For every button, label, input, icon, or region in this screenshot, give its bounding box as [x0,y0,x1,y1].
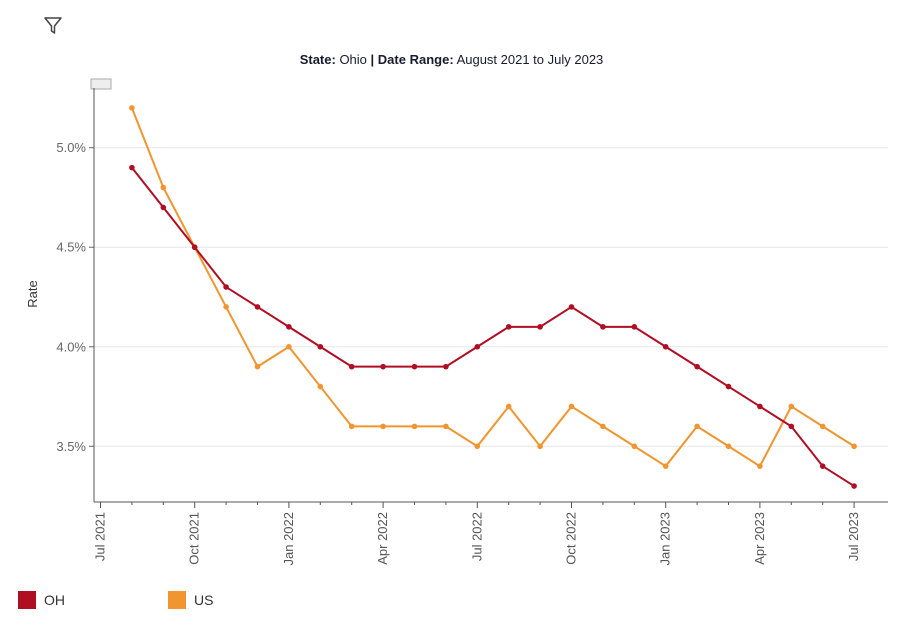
data-point-us[interactable] [474,443,481,450]
scroll-handle[interactable] [90,78,112,90]
legend-item-us[interactable]: US [168,591,213,609]
data-point-oh[interactable] [788,423,795,430]
data-point-us[interactable] [129,105,135,111]
data-point-oh[interactable] [694,363,700,370]
state-value: Ohio [339,52,367,67]
chart-title: State: Ohio | Date Range: August 2021 to… [0,52,903,67]
data-point-us[interactable] [600,423,606,430]
x-tick-label: Oct 2021 [187,512,202,565]
x-tick-label: Apr 2023 [752,512,767,565]
y-tick-label: 4.5% [56,240,86,255]
data-point-us[interactable] [254,363,261,370]
legend-swatch-us [168,591,186,609]
data-point-oh[interactable] [537,324,543,330]
data-point-oh[interactable] [348,363,355,370]
x-tick-label: Jan 2022 [281,512,296,566]
x-tick-label: Jul 2023 [846,512,861,561]
data-point-us[interactable] [851,443,857,450]
data-point-us[interactable] [160,184,167,191]
data-point-us[interactable] [568,403,575,410]
filter-button[interactable] [40,14,66,38]
data-point-oh[interactable] [505,324,512,330]
data-point-us[interactable] [443,423,449,430]
x-tick-label: Jul 2021 [93,512,108,561]
data-point-oh[interactable] [443,363,449,370]
y-tick-label: 3.5% [56,439,86,454]
data-point-oh[interactable] [819,463,826,469]
data-point-oh[interactable] [317,343,324,350]
data-point-us[interactable] [317,383,324,390]
y-tick-label: 4.0% [56,339,86,354]
data-point-oh[interactable] [662,343,669,350]
data-point-oh[interactable] [411,363,418,370]
data-point-oh[interactable] [380,363,386,370]
data-point-oh[interactable] [191,244,198,251]
data-point-us[interactable] [223,304,229,310]
data-point-oh[interactable] [286,324,292,330]
data-point-us[interactable] [348,423,355,430]
y-tick-label: 5.0% [56,140,86,155]
data-point-us[interactable] [788,403,795,410]
x-tick-label: Jan 2023 [658,512,673,566]
data-point-us[interactable] [725,443,732,450]
line-chart: 3.5% 4.0% 4.5% 5.0% Jul 2021 Oct 2021 Jan 2022… [25,78,888,566]
range-value: August 2021 to July 2023 [456,52,604,67]
data-point-oh[interactable] [223,284,229,290]
legend-item-oh[interactable]: OH [18,591,168,609]
filter-icon [44,17,62,34]
data-point-us[interactable] [757,463,763,469]
y-axis-label: Rate [25,280,40,307]
data-point-us[interactable] [537,443,543,450]
series-line-us [130,107,855,468]
data-point-oh[interactable] [600,324,606,330]
data-point-us[interactable] [505,403,512,410]
x-tick-label: Oct 2022 [564,512,579,565]
data-point-oh[interactable] [129,164,135,171]
x-tick-label: Apr 2022 [375,512,390,565]
data-point-us[interactable] [380,423,386,430]
legend: OH US [18,591,213,609]
data-point-us[interactable] [286,343,292,350]
state-label: State: [299,52,336,67]
data-point-us[interactable] [819,423,826,430]
legend-label-us: US [194,592,214,608]
data-point-oh[interactable] [474,343,481,350]
data-point-oh[interactable] [254,304,261,310]
x-tick-label: Jul 2022 [469,512,484,561]
data-point-oh[interactable] [160,204,167,211]
title-separator: | [370,52,375,67]
data-point-us[interactable] [411,423,418,430]
series-line-oh [131,166,855,487]
data-point-us[interactable] [662,463,669,469]
data-point-oh[interactable] [725,383,732,390]
data-point-us[interactable] [694,423,700,430]
data-point-oh[interactable] [757,403,763,410]
data-point-oh[interactable] [851,483,857,489]
range-label: Date Range: [377,52,454,67]
data-point-oh[interactable] [568,304,575,310]
legend-swatch-oh [18,591,36,609]
data-point-oh[interactable] [631,324,638,330]
legend-label-oh: OH [44,592,65,608]
data-point-us[interactable] [631,443,638,450]
